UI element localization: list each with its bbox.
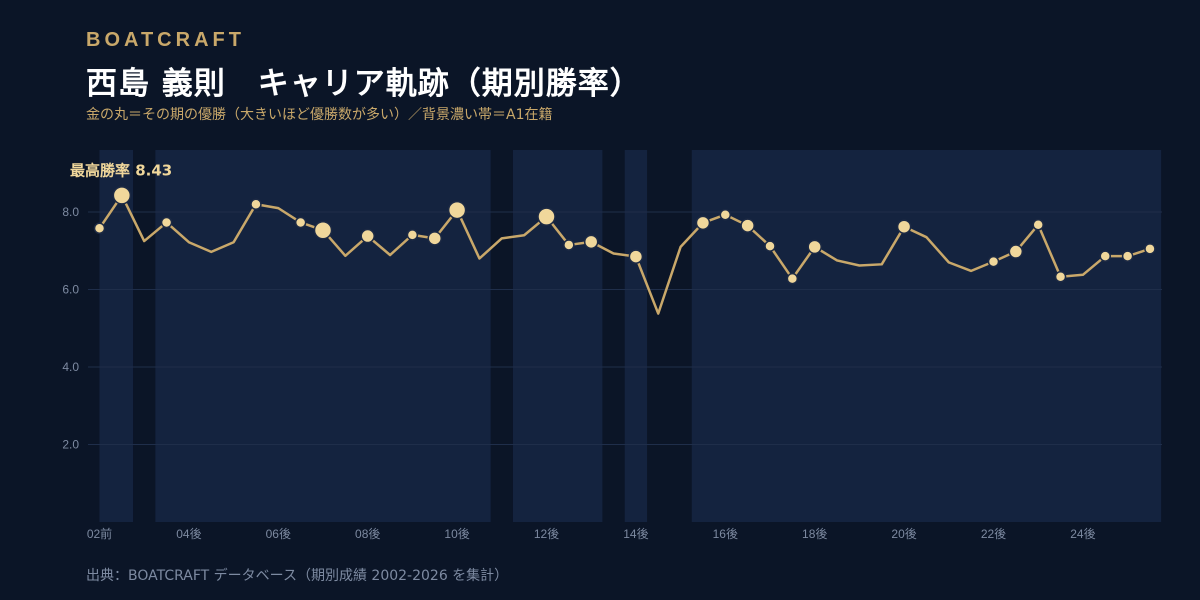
win-marker — [93, 222, 106, 235]
x-tick-label: 20後 — [891, 527, 916, 541]
x-axis: 02前 04後 06後 08後 10後 12後 14後 16後 18後 20後 22後 24後 — [87, 526, 1096, 541]
win-marker — [313, 220, 333, 240]
x-tick-label: 22後 — [981, 527, 1006, 541]
win-rate-line — [98, 194, 1152, 315]
source-note: 出典：BOATCRAFT データベース（期別成績 2002-2026 を集計） — [86, 568, 509, 584]
chart-title: 西島 義則 キャリア軌跡（期別勝率） — [86, 66, 642, 102]
a1-band — [691, 150, 1162, 522]
win-marker — [1121, 250, 1134, 262]
grid-lines — [88, 211, 1162, 445]
win-marker — [695, 215, 711, 231]
win-marker — [563, 239, 575, 251]
y-tick-label: 6.0 — [62, 283, 79, 297]
win-marker — [1032, 219, 1044, 231]
win-marker — [447, 200, 467, 220]
win-marker — [628, 249, 644, 264]
win-marker — [1144, 243, 1156, 255]
win-marker — [786, 272, 799, 285]
win-marker — [294, 216, 307, 229]
brand-label: BOATCRAFT — [86, 29, 245, 51]
y-tick-label: 8.0 — [62, 205, 79, 219]
a1-band — [155, 150, 491, 522]
win-marker — [537, 207, 556, 226]
peak-label: 最高勝率 8.43 — [70, 161, 172, 179]
win-marker — [896, 219, 912, 234]
win-marker — [740, 218, 755, 233]
y-tick-label: 2.0 — [62, 438, 79, 452]
x-tick-label: 04後 — [176, 527, 201, 541]
win-marker — [427, 231, 442, 246]
x-tick-label: 08後 — [355, 527, 380, 541]
win-marker — [406, 229, 419, 241]
win-marker — [719, 208, 732, 221]
y-tick-label: 4.0 — [62, 360, 79, 374]
a1-band — [512, 150, 603, 522]
x-tick-label: 24後 — [1070, 527, 1095, 541]
win-marker — [360, 228, 375, 244]
win-marker — [987, 255, 1000, 268]
win-marker — [1099, 250, 1111, 262]
x-tick-label: 06後 — [266, 527, 291, 541]
x-tick-label: 12後 — [534, 527, 559, 541]
win-markers — [93, 186, 1156, 285]
win-marker — [807, 239, 822, 255]
win-marker — [764, 240, 776, 252]
x-tick-label: 10後 — [444, 527, 469, 541]
win-marker — [1008, 244, 1024, 259]
x-tick-label: 14後 — [623, 527, 648, 541]
win-marker — [583, 234, 599, 250]
win-marker — [250, 198, 262, 210]
x-tick-label: 18後 — [802, 527, 827, 541]
win-marker — [1054, 270, 1067, 283]
a1-band — [624, 150, 648, 522]
x-tick-label: 16後 — [713, 527, 738, 541]
win-marker — [112, 186, 132, 205]
chart-subtitle: 金の丸＝その期の優勝（大きいほど優勝数が多い）／背景濃い帯＝A1在籍 — [86, 107, 553, 123]
win-marker — [160, 216, 173, 229]
y-axis: 2.0 4.0 6.0 8.0 — [62, 205, 79, 452]
x-tick-label: 02前 — [87, 526, 112, 541]
